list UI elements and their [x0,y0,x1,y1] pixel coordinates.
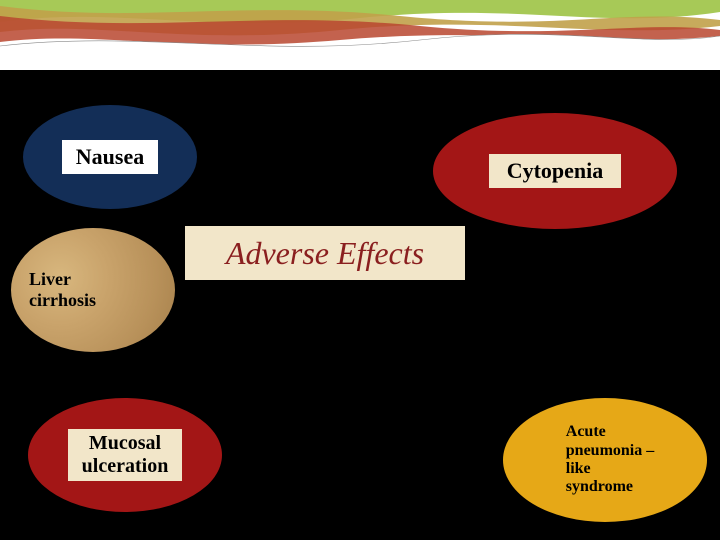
header-wave [0,0,720,70]
node-mucosal-label: Mucosal ulceration [68,429,183,481]
node-cytopenia-label: Cytopenia [489,154,622,187]
title-adverse-effects: Adverse Effects [185,226,465,280]
node-nausea: Nausea [20,102,200,212]
node-liver: Liver cirrhosis [8,225,178,355]
node-pneumonia: Acute pneumonia – like syndrome [500,395,710,525]
node-pneumonia-label: Acute pneumonia – like syndrome [556,423,654,497]
title-label: Adverse Effects [226,235,424,272]
node-nausea-label: Nausea [62,140,158,173]
node-mucosal: Mucosal ulceration [25,395,225,515]
node-liver-label: Liver cirrhosis [11,269,175,310]
node-cytopenia: Cytopenia [430,110,680,232]
